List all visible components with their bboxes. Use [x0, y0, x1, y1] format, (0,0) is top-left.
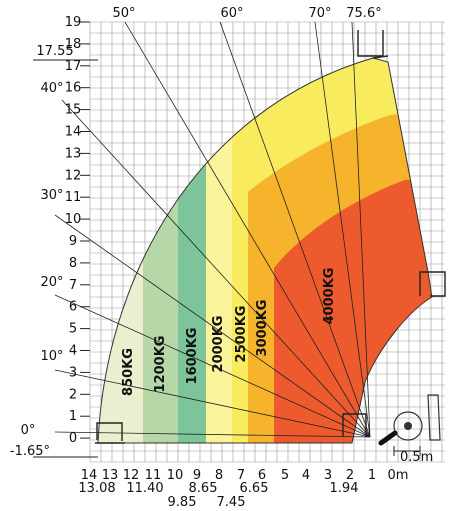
angle-ray [54, 294, 371, 438]
y-tick-label: -1.65° [10, 444, 50, 459]
angle-label: 0° [21, 423, 36, 438]
angle-label: 70° [308, 6, 331, 21]
angle-label: 60° [220, 6, 243, 21]
y-axis-labels: 191817161514131211109876543210-1.65°17.5… [10, 15, 90, 459]
x-tick-label: 5 [281, 468, 289, 483]
zone-label: 850KG [121, 348, 136, 396]
zone-label: 2000KG [211, 316, 226, 373]
y-extra-label: 17.55 [36, 44, 73, 59]
angle-ray [61, 99, 371, 438]
x-tick-label: 3 [324, 468, 332, 483]
y-tick-label: 11 [65, 190, 82, 205]
zone-label: 1600KG [185, 328, 200, 385]
y-tick-label: 4 [69, 344, 77, 359]
y-tick-label: 6 [69, 300, 77, 315]
x-sub-label: 8.65 [189, 481, 218, 496]
x-tick-label: 13 [102, 468, 119, 483]
x-tick-label: 1 [368, 468, 376, 483]
x-tick-label: 11 [145, 468, 162, 483]
x-sub-label: 6.65 [240, 481, 269, 496]
y-tick-label: 16 [65, 81, 82, 96]
zone-1600kg [178, 58, 206, 443]
x-tick-label: 8 [215, 468, 223, 483]
angle-labels: 0° 10° 20° 30° 40° 50° 60° 70° 75.6° [21, 6, 382, 438]
angle-ray [314, 21, 371, 438]
x-sub-label: 13.08 [78, 481, 115, 496]
x-tick-label: 9 [193, 468, 201, 483]
angle-label: 40° [40, 81, 63, 96]
load-zones [98, 58, 432, 443]
x-tick-label: 6 [258, 468, 266, 483]
y-tick-label: 0 [69, 431, 77, 446]
y-tick-label: 9 [69, 234, 77, 249]
x-tick-label: 2 [346, 468, 354, 483]
y-tick-label: 8 [69, 256, 77, 271]
y-tick-label: 13 [65, 146, 82, 161]
y-tick-label: 18 [65, 37, 82, 52]
angle-ray [54, 214, 371, 438]
attachment-markers [95, 30, 446, 444]
scale-label: 0.5m [400, 450, 433, 465]
x-tick-label: 10 [167, 468, 184, 483]
y-tick-label: 17 [65, 59, 82, 74]
y-tick-label: 2 [69, 387, 77, 402]
zone-captions: 850KG 1200KG 1600KG 2000KG 2500KG 3000KG 4000K… [121, 268, 337, 396]
x-sub-label: 11.40 [126, 481, 163, 496]
x-axis-labels: 14 13 12 11 10 9 8 7 6 5 4 3 2 1 0m 13.08 11.40 9.858.657… [78, 468, 408, 510]
y-tick-label: 7 [69, 278, 77, 293]
angle-ray [219, 21, 371, 438]
x-tick-label: 4 [302, 468, 310, 483]
angle-ray [54, 431, 371, 438]
y-tick-label: 3 [69, 365, 77, 380]
telehandler-icon [378, 394, 441, 446]
angle-label: 75.6° [346, 6, 381, 21]
zone-label: 4000KG [322, 268, 337, 325]
angle-label: 10° [40, 349, 63, 364]
y-tick-label: 15 [65, 103, 82, 118]
angle-label: 50° [112, 6, 135, 21]
x-sub-label: 7.45 [217, 495, 246, 510]
x-sub-label: 9.85 [168, 495, 197, 510]
zone-label: 1200KG [153, 336, 168, 393]
angle-ray [351, 21, 371, 438]
y-tick-label: 5 [69, 322, 77, 337]
x-tick-label: 0m [388, 468, 409, 483]
angle-ray [124, 21, 371, 438]
y-tick-label: 14 [65, 125, 82, 140]
y-tick-label: 10 [65, 212, 82, 227]
angle-label: 20° [40, 275, 63, 290]
y-tick-label: 12 [65, 168, 82, 183]
zone-label: 3000KG [255, 300, 270, 357]
x-tick-label: 12 [123, 468, 140, 483]
y-tick-label: 1 [69, 409, 77, 424]
angle-ray [54, 369, 371, 438]
y-tick-label: 19 [65, 15, 82, 30]
angle-rays [54, 21, 371, 438]
zone-label: 2500KG [234, 306, 249, 363]
x-sub-label: 1.94 [330, 481, 359, 496]
x-tick-label: 14 [81, 468, 98, 483]
scale-bar [393, 446, 421, 456]
angle-label: 30° [40, 188, 63, 203]
x-tick-label: 7 [237, 468, 245, 483]
